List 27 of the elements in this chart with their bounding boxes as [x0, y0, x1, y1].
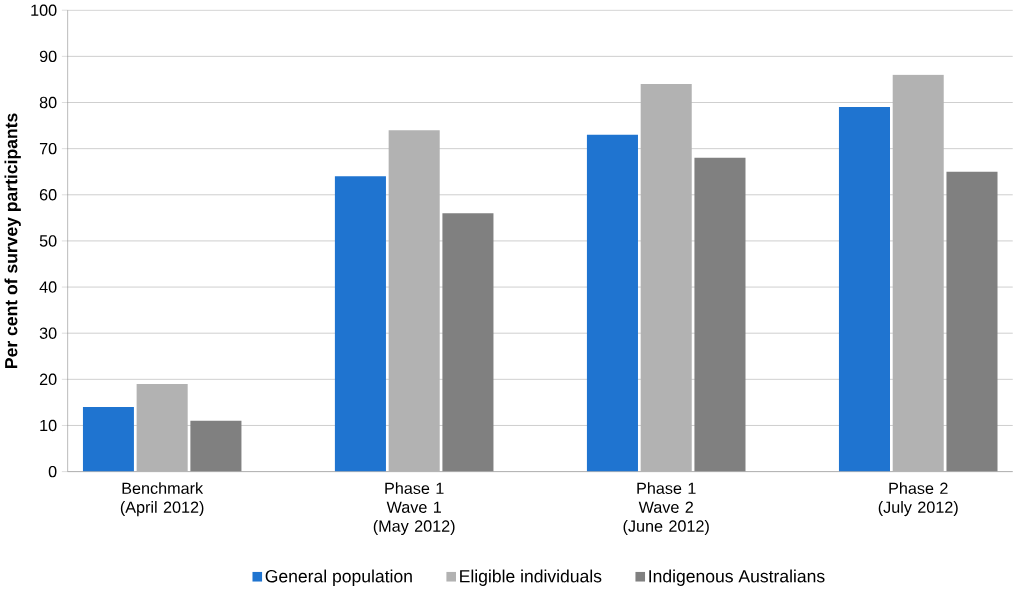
bar	[838, 107, 891, 472]
bar	[82, 407, 134, 472]
y-tick-label: 40	[39, 281, 57, 293]
y-tick-label: 20	[39, 373, 57, 386]
x-tick-label: Phase 2 (July 2012)	[878, 482, 958, 517]
legend-label: Eligible individuals	[460, 569, 602, 587]
y-tick-label: 10	[40, 419, 57, 432]
y-tick-label: 80	[39, 96, 57, 109]
legend-label: Indigenous Australians	[649, 569, 825, 587]
y-tick-label: 90	[39, 50, 57, 63]
y-tick-label: 60	[39, 189, 57, 201]
y-tick-label: 50	[39, 235, 57, 247]
x-tick-label: Phase 1 Wave 2 (June 2012)	[623, 482, 709, 536]
y-tick-label: 100	[31, 4, 57, 17]
bar	[586, 134, 638, 472]
bar	[946, 171, 998, 472]
bar	[190, 421, 242, 472]
bar	[334, 176, 386, 472]
y-tick-label: 70	[39, 143, 57, 155]
y-tick-label: 0	[48, 466, 57, 478]
x-tick-label: Benchmark (April 2012)	[120, 482, 204, 517]
bar	[694, 158, 746, 472]
y-tick-label: 30	[39, 327, 57, 340]
y-axis-title: Per cent of survey participants	[4, 113, 21, 369]
bar	[442, 213, 494, 472]
x-tick-label: Phase 1 Wave 1 (May 2012)	[373, 482, 455, 536]
legend-label: General population	[265, 569, 412, 587]
